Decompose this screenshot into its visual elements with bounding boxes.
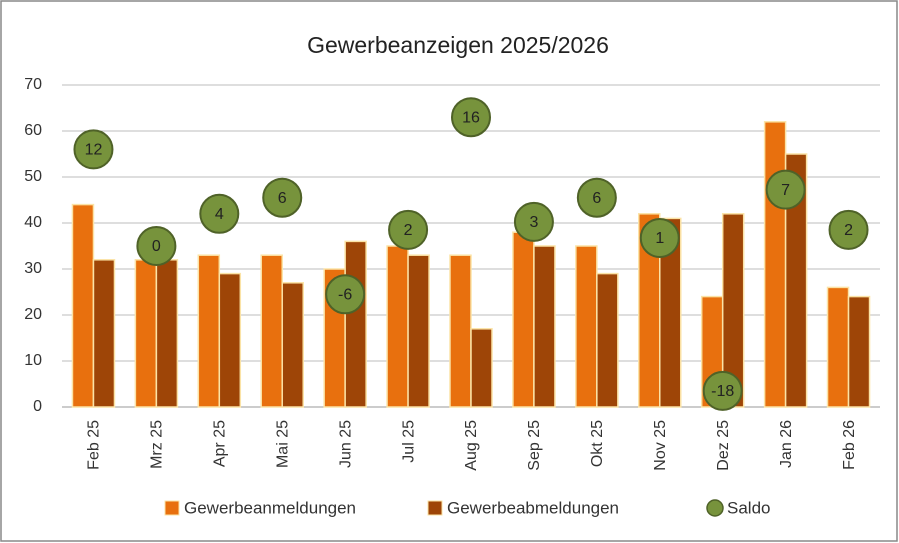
y-tick-label: 30 (24, 260, 42, 277)
bar (260, 254, 283, 408)
x-tick-label: Jul 25 (400, 420, 417, 463)
saldo-marker (828, 209, 869, 250)
bar (218, 272, 242, 408)
data-label: 16 (462, 109, 480, 126)
data-label: 2 (404, 222, 413, 239)
data-label: 0 (152, 238, 161, 255)
saldo-marker (451, 97, 491, 138)
y-tick-label: 10 (24, 352, 42, 369)
saldo-marker (702, 370, 743, 411)
saldo-marker (513, 201, 554, 242)
x-tick-label: Okt 25 (589, 420, 606, 467)
data-label: 6 (278, 190, 287, 207)
saldo-marker (73, 129, 114, 170)
x-tick-label: Nov 25 (652, 420, 669, 471)
data-label: -6 (338, 287, 352, 304)
bar (155, 259, 179, 408)
y-tick-label: 40 (24, 214, 42, 231)
y-tick-label: 50 (24, 168, 42, 185)
x-tick-label: Aug 25 (463, 420, 480, 471)
bar (386, 245, 409, 408)
x-tick-label: Dez 25 (715, 420, 732, 471)
data-label: 6 (592, 190, 601, 207)
saldo-marker (136, 226, 177, 266)
bar (281, 282, 304, 408)
data-label: 4 (215, 206, 224, 223)
bar (512, 231, 535, 408)
bar (847, 295, 871, 408)
data-label: -18 (711, 383, 734, 400)
bar (197, 254, 221, 408)
x-tick-label: Jun 25 (337, 420, 354, 468)
x-tick-label: Sep 25 (526, 420, 543, 471)
legend-swatch (164, 500, 180, 516)
saldo-marker (325, 274, 366, 315)
legend-swatch (706, 499, 724, 517)
bar (134, 259, 158, 408)
x-tick-label: Apr 25 (212, 420, 229, 467)
y-tick-label: 70 (24, 76, 42, 93)
chart-title: Gewerbeanzeigen 2025/2026 (307, 32, 609, 58)
bar (71, 203, 95, 408)
data-label: 7 (781, 182, 790, 199)
bar (533, 245, 556, 408)
legend-swatch (427, 500, 443, 516)
x-tick-label: Feb 25 (86, 420, 103, 470)
x-tick-label: Mai 25 (274, 420, 291, 468)
data-label: 2 (844, 222, 853, 239)
bar (596, 272, 619, 408)
bar (784, 153, 808, 408)
x-tick-label: Jan 26 (778, 420, 795, 468)
x-tick-label: Feb 26 (841, 420, 858, 470)
y-tick-label: 60 (24, 122, 42, 139)
bar (470, 328, 493, 408)
bar (92, 259, 116, 408)
legend-label: Gewerbeanmeldungen (184, 498, 356, 517)
saldo-marker (639, 217, 680, 258)
saldo-marker (388, 209, 429, 250)
saldo-marker (765, 169, 806, 210)
data-label: 3 (529, 214, 538, 231)
bar (344, 240, 367, 408)
bar (575, 245, 598, 408)
data-label: 1 (655, 230, 664, 247)
saldo-marker (262, 177, 303, 218)
x-tick-label: Mrz 25 (149, 420, 166, 469)
bar (659, 217, 682, 408)
legend-label: Gewerbeabmeldungen (447, 498, 619, 517)
saldo-marker (199, 193, 240, 234)
legend-label: Saldo (727, 498, 770, 517)
y-tick-label: 20 (24, 306, 42, 323)
bar (763, 121, 787, 408)
y-tick-label: 0 (33, 398, 42, 415)
bar (407, 254, 430, 408)
bar (449, 254, 472, 408)
data-label: 12 (85, 142, 103, 159)
bar (826, 286, 850, 408)
saldo-marker (576, 177, 617, 218)
